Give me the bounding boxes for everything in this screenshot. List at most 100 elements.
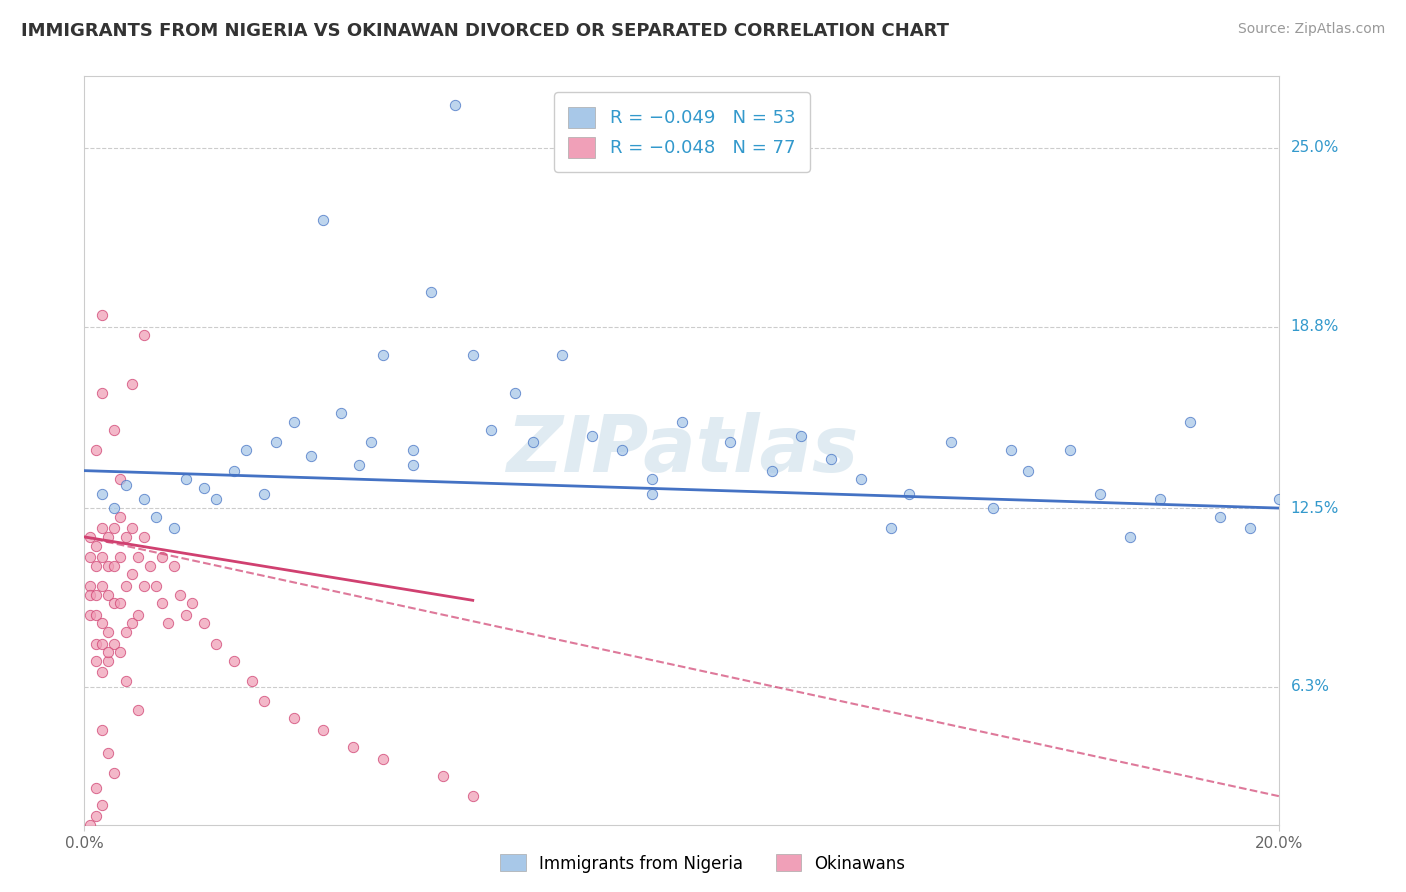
Point xyxy=(115,579,138,593)
Point xyxy=(330,406,353,420)
Point xyxy=(91,636,114,650)
Point xyxy=(1178,415,1201,429)
Point xyxy=(342,740,364,755)
Point xyxy=(240,673,263,688)
Point xyxy=(1268,492,1291,507)
Point xyxy=(193,481,215,495)
Point xyxy=(121,377,143,392)
Point xyxy=(641,486,664,500)
Point xyxy=(103,558,125,573)
Point xyxy=(312,213,335,227)
Point xyxy=(581,429,603,443)
Point xyxy=(790,429,813,443)
Point xyxy=(1149,492,1171,507)
Point xyxy=(1000,443,1022,458)
Point xyxy=(612,443,634,458)
Point xyxy=(169,588,191,602)
Point xyxy=(103,501,125,516)
Legend: R = −​0.049   N = 53, R = −​0.048   N = 77: R = −​0.049 N = 53, R = −​0.048 N = 77 xyxy=(554,93,810,172)
Point xyxy=(86,654,108,668)
Point xyxy=(86,636,108,650)
Point xyxy=(1239,521,1261,535)
Point xyxy=(671,415,693,429)
Point xyxy=(115,673,138,688)
Point xyxy=(86,558,108,573)
Point xyxy=(91,550,114,565)
Point xyxy=(880,521,903,535)
Point xyxy=(91,308,114,322)
Point xyxy=(79,588,101,602)
Point xyxy=(110,472,132,486)
Point xyxy=(522,434,544,449)
Point xyxy=(641,472,664,486)
Point xyxy=(150,596,173,610)
Point xyxy=(139,558,162,573)
Point xyxy=(1090,486,1112,500)
Point xyxy=(312,723,335,737)
Point xyxy=(444,97,467,112)
Point xyxy=(97,654,120,668)
Point xyxy=(127,703,149,717)
Text: IMMIGRANTS FROM NIGERIA VS OKINAWAN DIVORCED OR SEPARATED CORRELATION CHART: IMMIGRANTS FROM NIGERIA VS OKINAWAN DIVO… xyxy=(21,22,949,40)
Point xyxy=(205,492,228,507)
Point xyxy=(174,472,197,486)
Point xyxy=(91,665,114,680)
Point xyxy=(121,521,143,535)
Text: 6.3%: 6.3% xyxy=(1291,680,1330,694)
Point xyxy=(163,521,186,535)
Point xyxy=(91,723,114,737)
Text: 12.5%: 12.5% xyxy=(1291,500,1339,516)
Point xyxy=(97,558,120,573)
Point xyxy=(939,434,962,449)
Point xyxy=(402,443,425,458)
Text: Source: ZipAtlas.com: Source: ZipAtlas.com xyxy=(1237,22,1385,37)
Text: 25.0%: 25.0% xyxy=(1291,140,1339,155)
Point xyxy=(103,596,125,610)
Point xyxy=(898,486,921,500)
Point xyxy=(402,458,425,472)
Point xyxy=(193,616,215,631)
Point xyxy=(1018,464,1040,478)
Point xyxy=(103,423,125,437)
Point xyxy=(86,588,108,602)
Point xyxy=(461,348,484,362)
Point xyxy=(132,579,156,593)
Point xyxy=(253,486,276,500)
Point xyxy=(110,645,132,659)
Point xyxy=(479,423,502,437)
Point xyxy=(503,385,526,400)
Point xyxy=(97,588,120,602)
Point xyxy=(349,458,371,472)
Point xyxy=(145,579,167,593)
Point xyxy=(981,501,1004,516)
Text: 18.8%: 18.8% xyxy=(1291,319,1339,334)
Point xyxy=(110,550,132,565)
Point xyxy=(79,818,101,832)
Point xyxy=(97,625,120,640)
Point xyxy=(79,579,101,593)
Point xyxy=(121,567,143,582)
Point xyxy=(301,449,323,463)
Point xyxy=(91,616,114,631)
Point xyxy=(115,478,138,492)
Point xyxy=(103,766,125,780)
Point xyxy=(1059,443,1081,458)
Point xyxy=(820,452,842,467)
Point xyxy=(91,521,114,535)
Point xyxy=(110,509,132,524)
Point xyxy=(86,809,108,823)
Point xyxy=(851,472,873,486)
Point xyxy=(253,694,276,708)
Point xyxy=(79,550,101,565)
Point xyxy=(1209,509,1232,524)
Point xyxy=(132,530,156,544)
Point xyxy=(718,434,741,449)
Point xyxy=(432,769,454,783)
Point xyxy=(86,539,108,553)
Point xyxy=(97,530,120,544)
Point xyxy=(103,521,125,535)
Point xyxy=(264,434,287,449)
Point xyxy=(222,654,245,668)
Point xyxy=(127,607,149,622)
Point xyxy=(86,780,108,795)
